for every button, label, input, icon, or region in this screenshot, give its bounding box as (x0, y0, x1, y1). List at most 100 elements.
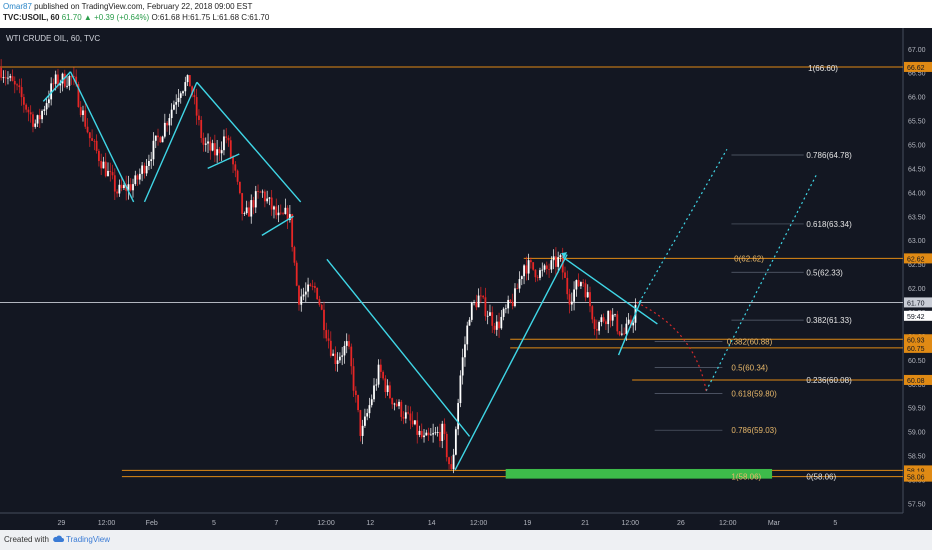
candle-body (261, 191, 264, 193)
chart-area[interactable]: WTI CRUDE OIL, 60, TVC57.5058.0058.5059.… (0, 28, 932, 530)
candle-body (445, 433, 448, 458)
candle-body (395, 403, 398, 407)
price-axis-tag (904, 297, 932, 308)
candle-body (375, 384, 378, 386)
x-tick-label: 12:00 (98, 520, 116, 527)
x-tick-label: Mar (768, 520, 781, 527)
candle-body (16, 84, 18, 86)
candle-body (88, 132, 91, 139)
candle-body (473, 302, 475, 303)
candle-body (229, 140, 232, 158)
candle-body (277, 212, 280, 216)
candle-body (22, 97, 25, 105)
candle-body (32, 114, 34, 127)
candle-body (400, 401, 403, 417)
candle-body (577, 280, 580, 287)
candle-body (343, 345, 346, 356)
candle-body (511, 301, 514, 307)
x-tick-label: 12:00 (719, 520, 737, 527)
candle-body (159, 137, 162, 143)
candle-body (389, 385, 391, 399)
tradingview-link[interactable]: TradingView (66, 535, 111, 544)
price-axis-tag (904, 465, 932, 476)
candle-body (580, 282, 582, 287)
candle-body (302, 294, 305, 297)
candle-body (464, 344, 466, 358)
candle-body (432, 433, 435, 435)
trendline (261, 215, 294, 237)
candle-body (18, 85, 21, 88)
trendline (143, 81, 198, 203)
candle-body (391, 398, 394, 405)
fib-label: 0.786(64.78) (806, 151, 852, 160)
candle-body (163, 122, 166, 137)
candle-body (529, 260, 532, 263)
candle-body (0, 67, 3, 78)
trendline (69, 71, 135, 203)
chart-header: Omar87 published on TradingView.com, Feb… (0, 0, 932, 28)
trendline (617, 299, 642, 356)
price-chart[interactable]: WTI CRUDE OIL, 60, TVC57.5058.0058.5059.… (0, 28, 932, 530)
candle-body (57, 74, 59, 86)
fib-label: 0.5(60.34) (731, 364, 768, 373)
candle-body (575, 280, 578, 290)
fib-label: 0(62.62) (734, 254, 764, 263)
symbol-label: TVC:USOIL, 60 (3, 13, 60, 22)
price-axis-tag (904, 374, 932, 385)
fib-label: 0.236(60.08) (806, 376, 852, 385)
candle-body (475, 302, 478, 308)
candle-body (300, 296, 303, 305)
candle-body (218, 149, 221, 154)
author-link[interactable]: Omar87 (3, 2, 32, 11)
candle-body (293, 247, 296, 263)
candle-body (220, 150, 223, 154)
candle-body (600, 317, 603, 323)
price-axis-tag-label: 60.75 (907, 346, 925, 353)
candle-body (59, 83, 62, 86)
footer: Created with TradingView (0, 530, 932, 550)
candle-body (582, 282, 585, 284)
candle-body (361, 425, 364, 436)
candle-body (439, 432, 441, 441)
candle-body (11, 76, 14, 81)
candle-body (304, 291, 307, 295)
x-tick-label: 12 (366, 520, 374, 527)
candle-body (238, 181, 241, 194)
fib-label: 1(58.06) (731, 473, 761, 482)
candle-body (223, 136, 225, 151)
fib-label: 0.786(59.03) (731, 426, 777, 435)
y-tick-label: 60.50 (908, 358, 926, 365)
publish-info: published on TradingView.com, February 2… (34, 2, 253, 11)
candle-body (598, 322, 601, 331)
candle-body (357, 395, 359, 411)
candle-body (27, 109, 30, 113)
candle-body (50, 83, 53, 100)
candle-body (150, 159, 153, 162)
price-axis-tag (904, 342, 932, 353)
y-tick-label: 66.00 (908, 95, 926, 102)
candle-body (295, 262, 298, 286)
candle-body (36, 115, 39, 124)
x-tick-label: 21 (581, 520, 589, 527)
candle-body (386, 385, 389, 393)
candle-body (157, 135, 159, 138)
candle-body (145, 165, 148, 174)
candle-body (491, 312, 494, 326)
candle-body (516, 288, 519, 290)
candle-body (82, 110, 84, 116)
candle-body (20, 87, 23, 98)
candle-body (498, 321, 500, 329)
fib-label: 0(58.06) (806, 473, 836, 482)
candle-body (243, 213, 246, 214)
candle-body (241, 193, 244, 214)
candle-body (232, 157, 234, 165)
candle-body (350, 346, 353, 367)
candle-body (309, 284, 312, 287)
fib-label: 0.382(61.33) (806, 316, 852, 325)
candle-body (61, 73, 64, 84)
x-tick-label: 7 (274, 520, 278, 527)
y-tick-label: 60.00 (908, 382, 926, 389)
x-tick-label: Feb (146, 520, 158, 527)
candle-body (161, 136, 164, 143)
trendline (326, 258, 471, 437)
